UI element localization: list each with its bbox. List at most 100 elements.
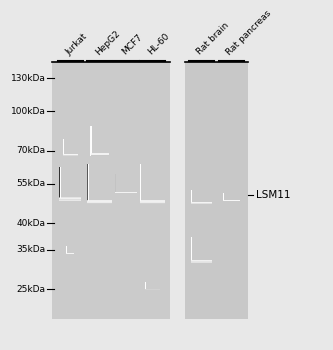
FancyBboxPatch shape — [66, 245, 67, 254]
FancyBboxPatch shape — [145, 282, 146, 289]
FancyBboxPatch shape — [91, 126, 92, 156]
FancyBboxPatch shape — [60, 198, 81, 200]
FancyBboxPatch shape — [116, 174, 117, 194]
FancyBboxPatch shape — [140, 164, 141, 203]
FancyBboxPatch shape — [145, 289, 160, 290]
FancyBboxPatch shape — [191, 261, 212, 262]
FancyBboxPatch shape — [66, 245, 67, 254]
FancyBboxPatch shape — [115, 193, 137, 194]
FancyBboxPatch shape — [223, 200, 239, 201]
FancyBboxPatch shape — [115, 192, 137, 193]
FancyBboxPatch shape — [140, 164, 141, 203]
FancyBboxPatch shape — [145, 282, 146, 289]
FancyBboxPatch shape — [60, 167, 61, 200]
FancyBboxPatch shape — [63, 155, 78, 156]
FancyBboxPatch shape — [223, 200, 239, 201]
FancyBboxPatch shape — [223, 200, 239, 201]
FancyBboxPatch shape — [91, 153, 109, 155]
FancyBboxPatch shape — [140, 164, 141, 203]
FancyBboxPatch shape — [66, 245, 67, 254]
FancyBboxPatch shape — [88, 164, 89, 203]
FancyBboxPatch shape — [66, 245, 67, 254]
FancyBboxPatch shape — [116, 174, 117, 194]
FancyBboxPatch shape — [223, 193, 224, 201]
FancyBboxPatch shape — [145, 282, 146, 289]
FancyBboxPatch shape — [191, 190, 192, 203]
FancyBboxPatch shape — [87, 201, 112, 203]
FancyBboxPatch shape — [145, 282, 146, 289]
FancyBboxPatch shape — [91, 154, 109, 155]
FancyBboxPatch shape — [191, 237, 192, 262]
FancyBboxPatch shape — [60, 199, 81, 201]
FancyBboxPatch shape — [145, 282, 146, 289]
FancyBboxPatch shape — [115, 193, 137, 194]
FancyBboxPatch shape — [63, 155, 78, 156]
FancyBboxPatch shape — [140, 200, 165, 203]
FancyBboxPatch shape — [88, 164, 89, 203]
FancyBboxPatch shape — [223, 200, 239, 201]
FancyBboxPatch shape — [223, 193, 224, 201]
FancyBboxPatch shape — [60, 198, 81, 200]
Text: MCF7: MCF7 — [120, 33, 144, 57]
FancyBboxPatch shape — [91, 154, 109, 155]
FancyBboxPatch shape — [115, 174, 116, 194]
FancyBboxPatch shape — [191, 190, 192, 203]
FancyBboxPatch shape — [191, 202, 212, 203]
FancyBboxPatch shape — [87, 201, 112, 204]
FancyBboxPatch shape — [91, 153, 109, 155]
FancyBboxPatch shape — [223, 193, 224, 201]
FancyBboxPatch shape — [191, 190, 192, 203]
FancyBboxPatch shape — [66, 245, 67, 254]
FancyBboxPatch shape — [140, 201, 165, 203]
FancyBboxPatch shape — [66, 245, 67, 254]
FancyBboxPatch shape — [60, 197, 81, 199]
FancyBboxPatch shape — [191, 202, 212, 203]
FancyBboxPatch shape — [91, 126, 92, 156]
FancyBboxPatch shape — [115, 174, 116, 194]
FancyBboxPatch shape — [223, 193, 224, 201]
FancyBboxPatch shape — [88, 164, 89, 203]
FancyBboxPatch shape — [191, 190, 192, 203]
FancyBboxPatch shape — [59, 167, 60, 200]
FancyBboxPatch shape — [145, 289, 160, 290]
FancyBboxPatch shape — [191, 260, 212, 261]
FancyBboxPatch shape — [140, 164, 141, 203]
FancyBboxPatch shape — [63, 154, 78, 155]
FancyBboxPatch shape — [66, 253, 74, 254]
FancyBboxPatch shape — [115, 174, 116, 194]
FancyBboxPatch shape — [66, 253, 74, 254]
FancyBboxPatch shape — [145, 289, 160, 290]
FancyBboxPatch shape — [191, 237, 192, 262]
FancyBboxPatch shape — [63, 154, 78, 155]
FancyBboxPatch shape — [223, 193, 224, 201]
FancyBboxPatch shape — [87, 164, 88, 203]
FancyBboxPatch shape — [115, 192, 137, 193]
FancyBboxPatch shape — [87, 164, 88, 203]
FancyBboxPatch shape — [60, 167, 61, 200]
FancyBboxPatch shape — [191, 190, 192, 203]
FancyBboxPatch shape — [140, 164, 141, 203]
FancyBboxPatch shape — [140, 202, 165, 204]
FancyBboxPatch shape — [223, 193, 224, 201]
FancyBboxPatch shape — [87, 164, 88, 203]
FancyBboxPatch shape — [223, 193, 224, 201]
FancyBboxPatch shape — [88, 164, 89, 203]
FancyBboxPatch shape — [223, 193, 224, 201]
FancyBboxPatch shape — [87, 202, 112, 204]
FancyBboxPatch shape — [91, 154, 109, 156]
FancyBboxPatch shape — [52, 62, 170, 319]
FancyBboxPatch shape — [115, 174, 116, 194]
FancyBboxPatch shape — [223, 200, 239, 201]
FancyBboxPatch shape — [91, 126, 92, 156]
FancyBboxPatch shape — [87, 200, 112, 202]
FancyBboxPatch shape — [145, 282, 146, 289]
FancyBboxPatch shape — [223, 200, 239, 201]
FancyBboxPatch shape — [191, 260, 212, 261]
Text: 100kDa: 100kDa — [11, 106, 46, 116]
FancyBboxPatch shape — [191, 190, 192, 203]
FancyBboxPatch shape — [87, 201, 112, 204]
FancyBboxPatch shape — [223, 193, 224, 201]
FancyBboxPatch shape — [191, 190, 192, 203]
FancyBboxPatch shape — [59, 167, 60, 200]
FancyBboxPatch shape — [115, 193, 137, 194]
